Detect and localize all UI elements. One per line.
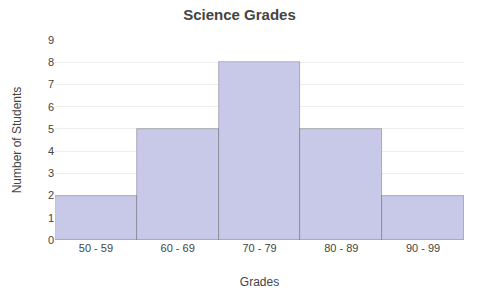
svg-text:0: 0 [48,234,54,246]
svg-text:Science Grades: Science Grades [183,6,296,23]
svg-text:6: 6 [48,101,54,113]
svg-text:8: 8 [48,56,54,68]
svg-text:2: 2 [48,189,54,201]
svg-text:5: 5 [48,123,54,135]
svg-text:80 - 89: 80 - 89 [324,242,358,254]
svg-text:Number of Students: Number of Students [10,87,24,194]
svg-text:Grades: Grades [240,275,279,289]
svg-text:1: 1 [48,212,54,224]
svg-text:7: 7 [48,78,54,90]
svg-text:9: 9 [48,34,54,46]
svg-text:4: 4 [48,145,54,157]
svg-text:3: 3 [48,167,54,179]
svg-text:60 - 69: 60 - 69 [161,242,195,254]
svg-text:90 - 99: 90 - 99 [406,242,440,254]
svg-text:70 - 79: 70 - 79 [242,242,276,254]
svg-text:50 - 59: 50 - 59 [79,242,113,254]
